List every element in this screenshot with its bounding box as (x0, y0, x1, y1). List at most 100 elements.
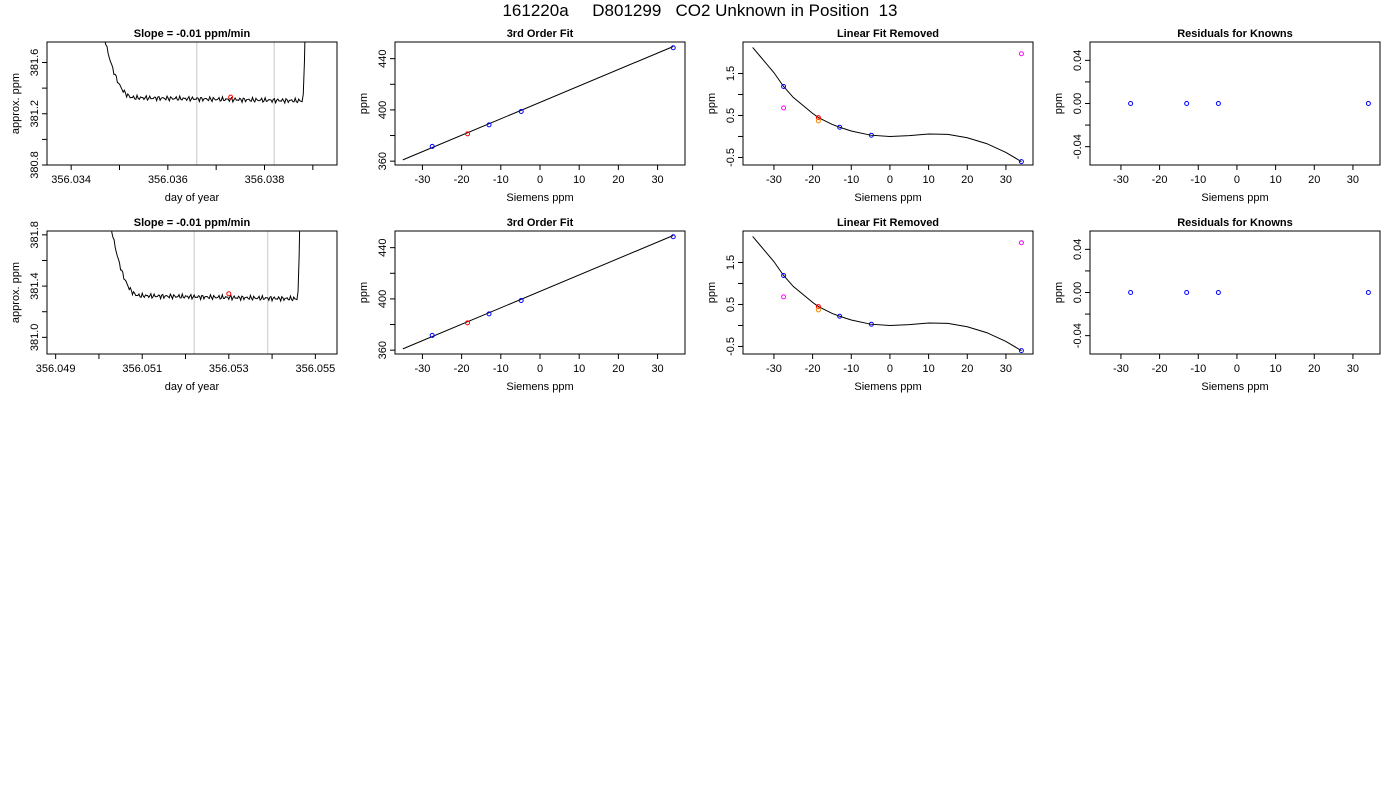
panel-r1-res: Residuals for Knowns -30 -20 -10 0 10 20 30 -0.0… (1053, 28, 1381, 204)
x-tick-label: 356.053 (209, 363, 249, 375)
plot-frame (1089, 41, 1381, 166)
panel-title: Slope = -0.01 ppm/min (134, 217, 251, 229)
data-point (518, 297, 524, 303)
x-tick-label: 30 (1347, 363, 1359, 375)
trace-line (104, 42, 306, 105)
panel-r1-trace: Slope = -0.01 ppm/min 356.034 356.036 356.0… (10, 28, 338, 204)
panel-title: Linear Fit Removed (837, 217, 939, 229)
x-tick-label: 20 (612, 174, 624, 186)
panel-title: Residuals for Knowns (1177, 217, 1293, 229)
data-point (868, 132, 874, 138)
data-point (837, 313, 843, 319)
data-point (670, 45, 676, 51)
x-tick-label: 20 (1308, 363, 1320, 375)
plot-frame (46, 230, 338, 355)
x-tick-label: 30 (651, 363, 663, 375)
x-axis-label: day of year (165, 381, 220, 393)
x-tick-label: -30 (1113, 174, 1129, 186)
data-point (1365, 101, 1371, 106)
x-tick-label: 10 (573, 174, 585, 186)
y-tick-label: 1.5 (725, 66, 737, 81)
x-axis-label: Siemens ppm (1201, 192, 1268, 204)
panel-r2-trace: Slope = -0.01 ppm/min 356.049 356.051 356.0… (10, 217, 338, 393)
plot-area (752, 236, 1024, 354)
y-tick-label: 400 (377, 290, 389, 308)
y-axis-label: approx. ppm (10, 262, 22, 323)
x-tick-label: 356.055 (295, 363, 335, 375)
y-tick-label: 440 (377, 238, 389, 256)
data-point (1018, 240, 1024, 246)
x-tick-label: -30 (1113, 363, 1129, 375)
plot-frame (1089, 230, 1381, 355)
x-tick-label: -10 (493, 363, 509, 375)
x-tick-label: 20 (961, 174, 973, 186)
data-point (1128, 290, 1134, 295)
plot-frame (46, 41, 338, 166)
y-tick-label: 360 (377, 341, 389, 359)
data-point (1184, 101, 1190, 106)
plot-area (111, 231, 301, 354)
y-tick-label: 381.8 (29, 221, 41, 249)
x-tick-label: 0 (537, 363, 543, 375)
data-point (1365, 290, 1371, 295)
panel-title: Slope = -0.01 ppm/min (134, 28, 251, 40)
x-tick-label: 0 (1234, 174, 1240, 186)
y-axis-label: ppm (1053, 93, 1065, 114)
x-axis-label: Siemens ppm (854, 381, 921, 393)
panel-r2-lin: Linear Fit Removed -30 -20 -10 0 10 20 30 -0.5 0.… (706, 217, 1034, 393)
y-axis-label: ppm (1053, 282, 1065, 303)
data-point (837, 124, 843, 130)
data-point (1018, 348, 1024, 354)
plot-frame (394, 41, 686, 166)
x-tick-label: 20 (612, 363, 624, 375)
y-tick-label: 0.00 (1072, 282, 1084, 303)
y-tick-label: -0.04 (1072, 323, 1084, 348)
data-point (781, 272, 787, 278)
plot-frame (394, 230, 686, 355)
x-tick-label: 0 (537, 174, 543, 186)
x-tick-label: 356.034 (51, 174, 91, 186)
panel-r1-lin: Linear Fit Removed -30 -20 -10 0 10 20 30 -0.5 0.… (706, 28, 1034, 204)
data-point (815, 307, 821, 313)
plot-area (104, 42, 306, 165)
y-tick-label: 440 (377, 49, 389, 67)
x-tick-label: -30 (766, 174, 782, 186)
x-tick-label: 0 (887, 174, 893, 186)
panel-r1-fit: 3rd Order Fit -30 -20 -10 0 10 20 30 360 400 440 Si… (358, 28, 686, 204)
y-tick-label: 381.0 (29, 324, 41, 352)
plot-frame (742, 230, 1034, 355)
selected-point (228, 94, 234, 100)
x-axis-label: Siemens ppm (1201, 381, 1268, 393)
plot-area (402, 234, 676, 350)
y-axis-label: approx. ppm (10, 73, 22, 134)
x-tick-label: -20 (1152, 174, 1168, 186)
data-point (1018, 51, 1024, 57)
panel-title: Residuals for Knowns (1177, 28, 1293, 40)
data-point (1128, 101, 1134, 106)
x-tick-label: 10 (922, 174, 934, 186)
y-tick-label: 0.5 (725, 108, 737, 123)
fit-line (402, 235, 674, 350)
x-tick-label: 10 (1269, 174, 1281, 186)
x-tick-label: 10 (922, 363, 934, 375)
x-tick-label: 356.049 (36, 363, 76, 375)
panel-title: 3rd Order Fit (507, 217, 574, 229)
y-tick-label: 381.4 (29, 272, 41, 300)
x-tick-label: 20 (961, 363, 973, 375)
data-point (465, 131, 470, 137)
y-tick-label: 381.2 (29, 100, 41, 128)
data-point (486, 311, 492, 317)
x-tick-label: -20 (454, 174, 470, 186)
y-tick-label: 380.8 (29, 151, 41, 179)
data-point (815, 304, 821, 310)
y-tick-label: 360 (377, 152, 389, 170)
y-tick-label: -0.04 (1072, 134, 1084, 159)
panel-r2-fit: 3rd Order Fit -30 -20 -10 0 10 20 30 360 400 440 Si… (358, 217, 686, 393)
x-tick-label: 30 (651, 174, 663, 186)
x-axis-label: Siemens ppm (506, 381, 573, 393)
y-tick-label: -0.5 (725, 148, 737, 167)
plot-area (1128, 101, 1371, 106)
x-tick-label: 30 (1347, 174, 1359, 186)
y-tick-label: 0.5 (725, 297, 737, 312)
